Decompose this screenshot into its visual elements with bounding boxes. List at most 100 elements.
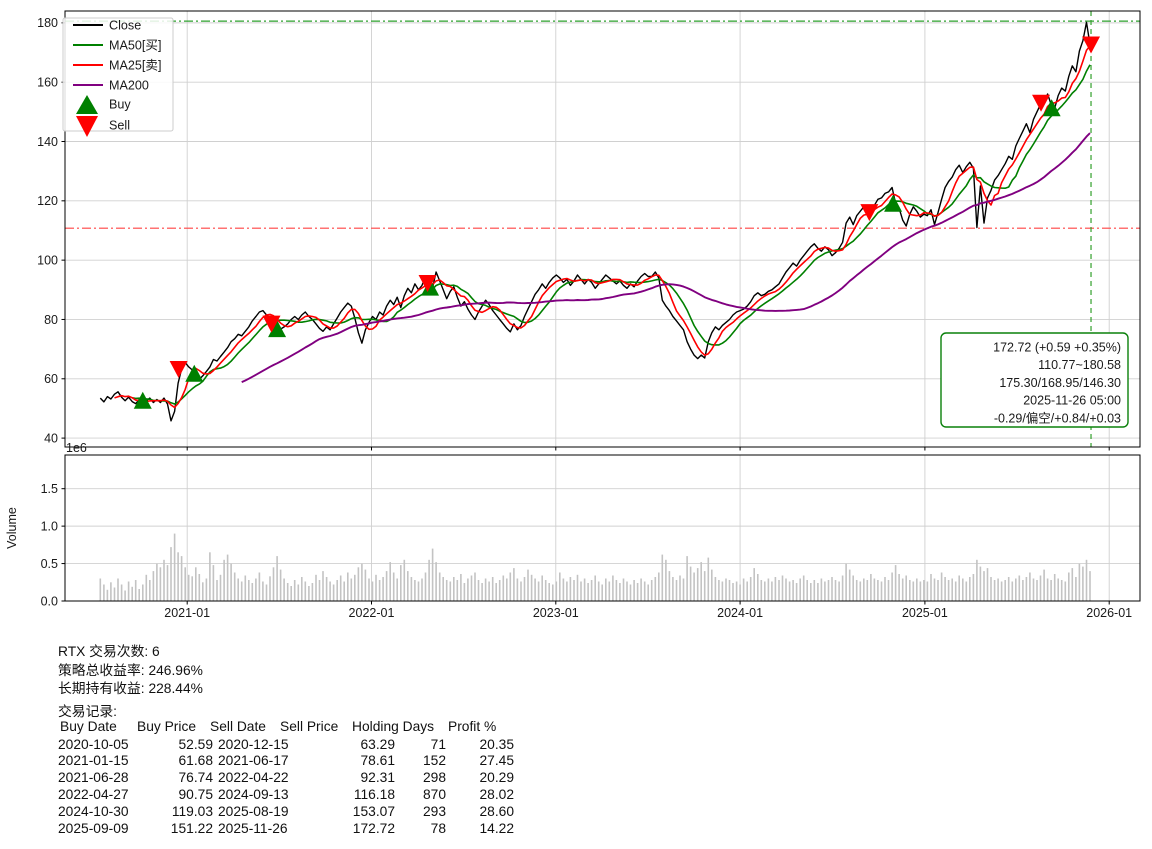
svg-text:0.0: 0.0 (41, 594, 58, 608)
svg-text:120: 120 (37, 194, 58, 208)
legend: Close MA50[买] MA25[卖] MA200 Buy Sell (62, 17, 174, 137)
trades-count-line: RTX 交易次数: 6 (58, 644, 160, 659)
buy-marker-icon (1042, 99, 1061, 117)
sell-legend-icon (76, 116, 98, 137)
trade-cell: 71 (430, 736, 446, 752)
buy-marker-icon (268, 320, 287, 338)
trade-cell: 2024-09-13 (218, 787, 289, 803)
trade-cell: 14.22 (479, 821, 514, 836)
buy-marker-icon (133, 391, 152, 409)
svg-text:80: 80 (44, 313, 58, 327)
col-header: Buy Date (60, 719, 117, 734)
strategy-return-line: 策略总收益率: 246.96% (58, 663, 203, 678)
trade-row: 2021-01-15 61.68 2021-06-17 78.61 152 27.45 (0, 753, 700, 770)
trade-row: 2024-10-30 119.03 2025-08-19 153.07 293 28.60 (0, 804, 700, 821)
trade-cell: 298 (422, 770, 446, 786)
trade-cell: 2025-09-09 (58, 821, 129, 836)
trade-cell: 90.75 (178, 787, 213, 803)
svg-text:1.5: 1.5 (41, 482, 58, 496)
trade-cell: 2024-10-30 (58, 804, 129, 820)
legend-label: Buy (109, 98, 131, 112)
sell-marker-icon (418, 274, 437, 292)
sell-marker-icon (860, 204, 879, 222)
trade-cell: 61.68 (178, 753, 213, 769)
col-header: Sell Price (280, 719, 339, 734)
trade-cell: 2020-10-05 (58, 736, 129, 752)
ma200-line (241, 132, 1091, 383)
trade-cell: 76.74 (178, 770, 213, 786)
buy-hold-return-line: 长期持有收益: 228.44% (58, 681, 203, 696)
trade-cell: 2021-01-15 (58, 753, 129, 769)
axis-ticks (61, 22, 1110, 605)
legend-label: MA50[买] (109, 39, 162, 53)
svg-text:40: 40 (44, 431, 58, 445)
main-axes-frame (64, 10, 1141, 448)
trade-cell: 20.35 (479, 736, 514, 752)
trades-table-header: Buy Date Buy Price Sell Date Sell Price Hold… (0, 719, 700, 736)
trade-cell: 2021-06-17 (218, 753, 289, 769)
trade-cell: 2021-06-28 (58, 770, 129, 786)
trade-cell: 52.59 (178, 736, 213, 752)
trade-cell: 2025-08-19 (218, 804, 289, 820)
trade-cell: 153.07 (352, 804, 395, 820)
svg-text:2022-01: 2022-01 (349, 606, 395, 620)
trade-cell: 151.22 (170, 821, 213, 836)
svg-text:1.0: 1.0 (41, 520, 58, 534)
legend-label: Close (109, 19, 141, 33)
trade-cell: 28.60 (479, 804, 514, 820)
buy-marker-icon (185, 364, 204, 382)
trade-cell: 2020-12-15 (218, 736, 289, 752)
annotation-line: 2025-11-26 05:00 (1023, 394, 1121, 408)
axis-tick-labels: 40 60 80 100 120 140 160 180 0.0 0.5 1.0 1.5 2021-01… (5, 16, 1132, 620)
annotation-line: 110.77~180.58 (1038, 358, 1121, 372)
col-header: Buy Price (137, 719, 197, 734)
col-header: Holding Days (352, 719, 435, 734)
trade-cell: 78 (430, 821, 446, 836)
legend-label: Sell (109, 119, 130, 133)
sell-marker-icon (1032, 94, 1051, 112)
svg-text:2023-01: 2023-01 (533, 606, 579, 620)
trade-cell: 2022-04-27 (58, 787, 129, 803)
legend-label: MA25[卖] (109, 59, 162, 73)
volume-offset-label: 1e6 (66, 441, 87, 455)
trade-row: 2025-09-09 151.22 2025-11-26 172.72 78 14.22 (0, 821, 700, 838)
col-header: Profit % (448, 719, 497, 734)
sell-marker-icon (262, 315, 281, 333)
svg-text:2026-01: 2026-01 (1086, 606, 1132, 620)
trade-cell: 27.45 (479, 753, 514, 769)
annotation-box: 172.72 (+0.59 +0.35%) 110.77~180.58 175.30… (940, 332, 1129, 428)
buy-markers (133, 99, 1061, 409)
trade-cell: 152 (422, 753, 446, 769)
trade-cell: 92.31 (360, 770, 395, 786)
col-header: Sell Date (210, 719, 266, 734)
svg-text:100: 100 (37, 254, 58, 268)
trade-cell: 119.03 (171, 804, 213, 820)
svg-text:180: 180 (37, 16, 58, 30)
trade-cell: 63.29 (360, 736, 395, 752)
svg-text:2025-01: 2025-01 (902, 606, 948, 620)
trade-row: 2021-06-28 76.74 2022-04-22 92.31 298 20.29 (0, 770, 700, 787)
trade-cell: 293 (422, 804, 446, 820)
svg-text:160: 160 (37, 76, 58, 90)
svg-text:0.5: 0.5 (41, 557, 58, 571)
svg-text:140: 140 (37, 135, 58, 149)
svg-text:2021-01: 2021-01 (164, 606, 210, 620)
annotation-line: -0.29/偏空/+0.84/+0.03 (994, 410, 1121, 425)
volume-axis-label: Volume (5, 507, 19, 549)
svg-text:2024-01: 2024-01 (717, 606, 763, 620)
trade-cell: 172.72 (352, 821, 395, 836)
trade-cell: 870 (422, 787, 446, 803)
volume-bars (99, 533, 1091, 601)
trade-row: 2020-10-05 52.59 2020-12-15 63.29 71 20.35 (0, 737, 700, 754)
legend-label: MA200 (109, 79, 149, 93)
close-line (99, 21, 1091, 422)
trade-cell: 2025-11-26 (218, 821, 288, 836)
buy-marker-icon (884, 194, 903, 212)
price-volume-chart: 40 60 80 100 120 140 160 180 0.0 0.5 1.0 1.5 2021-01… (5, 10, 1141, 620)
trade-cell: 116.18 (353, 787, 395, 803)
svg-text:60: 60 (44, 372, 58, 386)
sell-marker-icon (169, 361, 188, 379)
annotation-line: 172.72 (+0.59 +0.35%) (993, 341, 1121, 355)
trade-row: 2022-04-27 90.75 2024-09-13 116.18 870 28.02 (0, 787, 700, 804)
